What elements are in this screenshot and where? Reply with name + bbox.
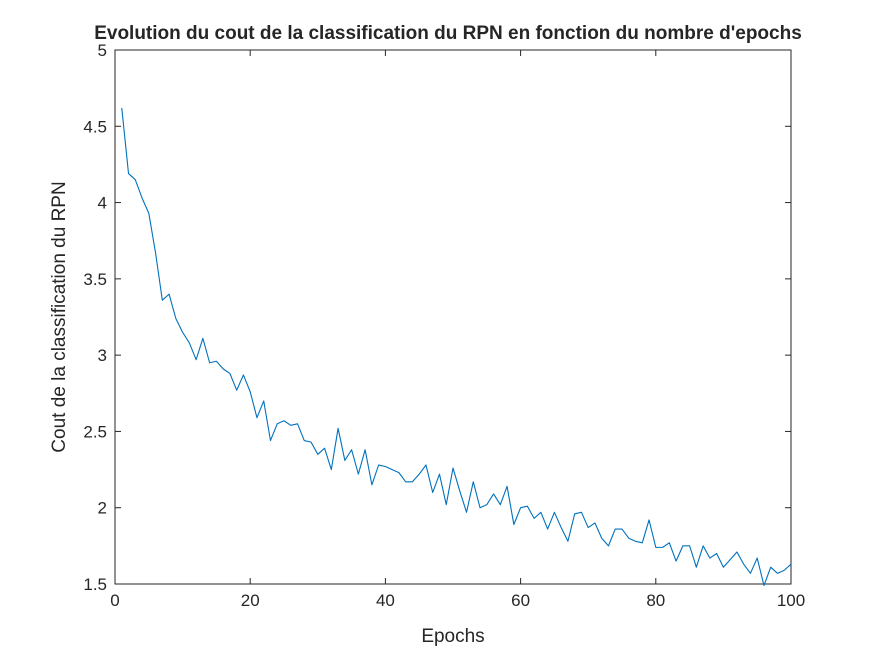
y-tick-label: 1.5 [83, 575, 107, 594]
plot-area [114, 49, 792, 585]
y-axis: 1.5 2 2.5 3 3.5 4 4.5 5 [83, 41, 791, 594]
y-tick-label: 2.5 [83, 422, 107, 441]
y-tick-label: 3 [98, 346, 107, 365]
y-tick-label: 3.5 [83, 270, 107, 289]
x-tick-label: 20 [241, 591, 260, 610]
x-tick-label: 80 [646, 591, 665, 610]
y-axis-label: Cout de la classification du RPN [49, 181, 70, 452]
x-axis-label: Epochs [421, 626, 484, 647]
series-line [121, 107, 792, 587]
x-tick-label: 100 [777, 591, 805, 610]
y-tick-label: 4 [98, 194, 107, 213]
x-tick-label: 40 [376, 591, 395, 610]
chart-title: Evolution du cout de la classification d… [94, 23, 802, 44]
y-tick-label: 4.5 [83, 117, 107, 136]
x-tick-label: 60 [511, 591, 530, 610]
x-tick-label: 0 [110, 591, 119, 610]
y-tick-label: 5 [98, 41, 107, 60]
x-axis: 0 20 40 60 80 100 [110, 50, 805, 610]
y-tick-label: 2 [98, 499, 107, 518]
